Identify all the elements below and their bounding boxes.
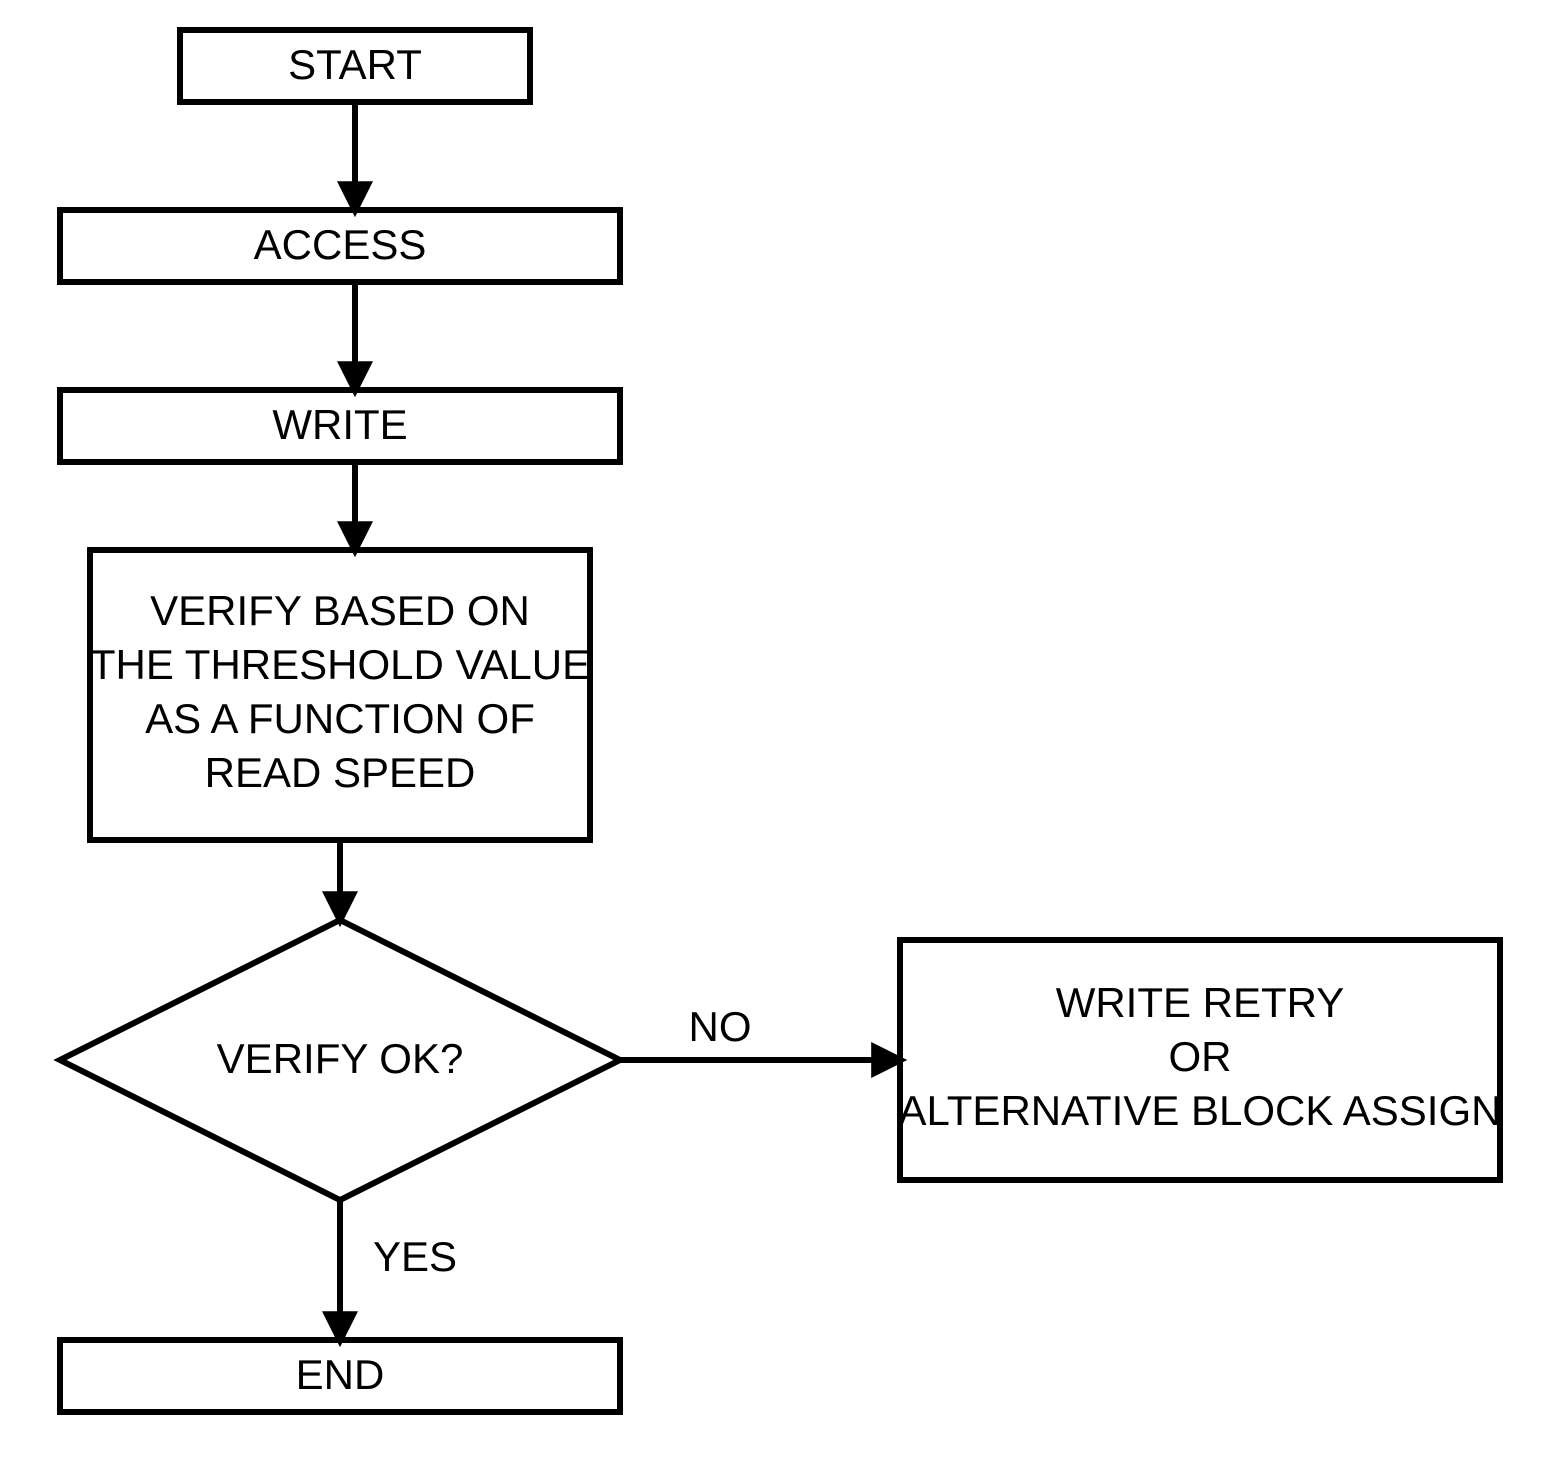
edge-label-yes: YES xyxy=(373,1233,457,1280)
node-end: END xyxy=(60,1340,620,1412)
svg-text:VERIFY OK?: VERIFY OK? xyxy=(217,1035,464,1082)
svg-text:AS A FUNCTION OF: AS A FUNCTION OF xyxy=(145,695,535,742)
svg-text:WRITE RETRY: WRITE RETRY xyxy=(1056,979,1345,1026)
svg-text:ALTERNATIVE BLOCK ASSIGN: ALTERNATIVE BLOCK ASSIGN xyxy=(899,1087,1502,1134)
node-decision: VERIFY OK? xyxy=(60,920,620,1200)
node-access: ACCESS xyxy=(60,210,620,282)
node-write: WRITE xyxy=(60,390,620,462)
node-start: START xyxy=(180,30,530,102)
svg-text:START: START xyxy=(288,41,422,88)
svg-text:OR: OR xyxy=(1169,1033,1232,1080)
svg-text:VERIFY BASED ON: VERIFY BASED ON xyxy=(150,587,530,634)
svg-text:WRITE: WRITE xyxy=(272,401,407,448)
edge-decision-retry: NO xyxy=(620,1003,900,1060)
svg-text:THE THRESHOLD VALUE: THE THRESHOLD VALUE xyxy=(90,641,590,688)
svg-text:END: END xyxy=(296,1351,385,1398)
node-retry: WRITE RETRY OR ALTERNATIVE BLOCK ASSIGN xyxy=(899,940,1502,1180)
edge-decision-end: YES xyxy=(340,1200,457,1340)
svg-text:ACCESS: ACCESS xyxy=(254,221,427,268)
node-verify: VERIFY BASED ON THE THRESHOLD VALUE AS A F… xyxy=(90,550,590,840)
edge-label-no: NO xyxy=(689,1003,752,1050)
svg-text:READ SPEED: READ SPEED xyxy=(205,749,476,796)
